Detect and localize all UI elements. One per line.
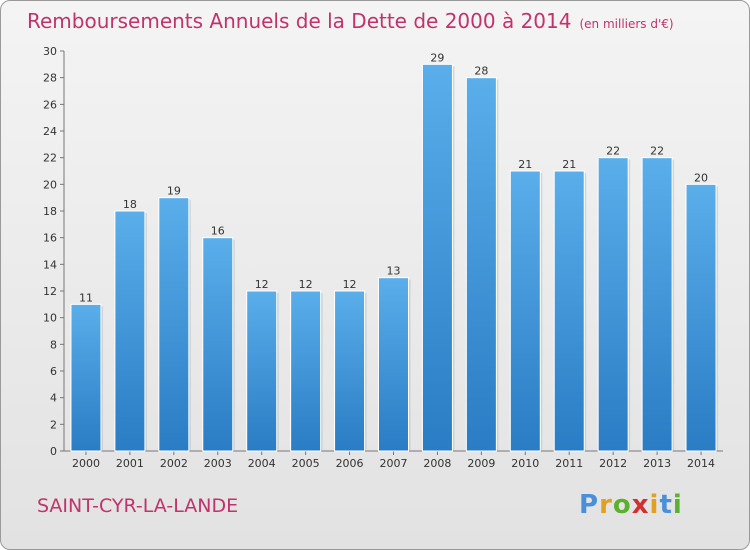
x-tick-label: 2008 [423, 457, 451, 470]
data-label: 12 [299, 278, 313, 291]
y-tick-label: 18 [43, 205, 57, 218]
x-tick-label: 2002 [160, 457, 188, 470]
bar-2012 [597, 157, 629, 452]
y-tick-label: 8 [50, 338, 57, 351]
x-tick-label: 2013 [643, 457, 671, 470]
y-tick-label: 20 [43, 178, 57, 191]
data-label: 13 [387, 265, 401, 278]
y-tick-label: 24 [43, 125, 57, 138]
x-tick-label: 2000 [72, 457, 100, 470]
bar-2014 [685, 183, 717, 452]
bar-2006 [334, 290, 366, 452]
bar-2001 [114, 210, 146, 452]
data-label: 20 [694, 171, 708, 184]
x-tick-label: 2014 [687, 457, 715, 470]
y-tick-label: 14 [43, 258, 57, 271]
data-label: 11 [79, 291, 93, 304]
data-label: 16 [211, 225, 225, 238]
bar-2004 [246, 290, 278, 452]
y-tick-label: 12 [43, 285, 57, 298]
bar-2002 [158, 197, 190, 452]
bar-2011 [553, 170, 585, 452]
data-label: 21 [562, 158, 576, 171]
logo-letter: i [649, 490, 660, 520]
chart-title-text: Remboursements Annuels de la Dette de 20… [27, 9, 572, 33]
bar-2003 [202, 237, 234, 452]
y-tick-label: 6 [50, 365, 57, 378]
x-tick-label: 2005 [292, 457, 320, 470]
data-label: 22 [606, 145, 620, 158]
x-tick-label: 2009 [467, 457, 495, 470]
y-tick-label: 26 [43, 98, 57, 111]
x-tick-label: 2003 [204, 457, 232, 470]
bar-2009 [465, 77, 497, 452]
y-tick-label: 30 [43, 45, 57, 58]
data-label: 18 [123, 198, 137, 211]
data-label: 29 [430, 51, 444, 64]
x-tick-label: 2001 [116, 457, 144, 470]
data-label: 12 [255, 278, 269, 291]
x-tick-label: 2007 [380, 457, 408, 470]
bar-2013 [641, 157, 673, 452]
bar-2000 [70, 303, 102, 452]
logo-letter: i [672, 490, 683, 520]
logo-letter: x [631, 490, 650, 520]
y-tick-label: 0 [50, 445, 57, 458]
chart-title: Remboursements Annuels de la Dette de 20… [27, 9, 674, 33]
x-tick-label: 2010 [511, 457, 539, 470]
bar-2010 [509, 170, 541, 452]
data-label: 12 [343, 278, 357, 291]
logo-letter: r [599, 490, 613, 520]
proxiti-logo[interactable]: Proxiti [579, 490, 683, 520]
logo-letter: o [612, 490, 632, 520]
bar-2005 [290, 290, 322, 452]
bars [70, 63, 719, 452]
chart-subtitle: (en milliers d'€) [579, 17, 674, 31]
y-tick-label: 2 [50, 418, 57, 431]
labels: 2000 11 2001 18 2002 19 2003 16 2004 12 2005 12 2006… [72, 51, 715, 470]
data-label: 19 [167, 185, 181, 198]
data-label: 22 [650, 145, 664, 158]
logo-letter: t [659, 490, 673, 520]
y-tick-label: 28 [43, 72, 57, 85]
y-tick-label: 4 [50, 392, 57, 405]
x-tick-label: 2006 [336, 457, 364, 470]
x-tick-label: 2011 [555, 457, 583, 470]
y-tick-label: 10 [43, 312, 57, 325]
data-label: 21 [518, 158, 532, 171]
bar-2008 [421, 63, 453, 452]
bar-2007 [378, 277, 409, 452]
logo-letter: P [579, 490, 600, 520]
x-tick-label: 2012 [599, 457, 627, 470]
y-tick-label: 16 [43, 232, 57, 245]
y-tick-label: 22 [43, 152, 57, 165]
x-tick-label: 2004 [248, 457, 276, 470]
data-label: 28 [474, 65, 488, 78]
commune-name: SAINT-CYR-LA-LANDE [37, 495, 239, 517]
